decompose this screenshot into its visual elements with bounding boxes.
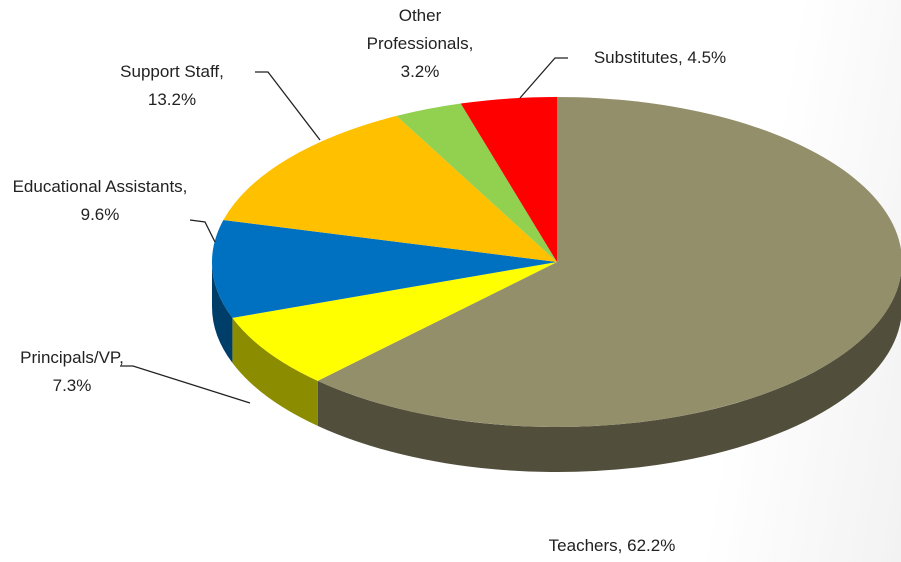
category-label: Support Staff, — [120, 62, 224, 81]
slice — [232, 262, 558, 381]
category-label: Teachers, — [548, 536, 623, 555]
data-label: Teachers, 62.2% — [502, 532, 722, 560]
category-label: Educational Assistants, — [12, 177, 188, 196]
slice-side — [232, 317, 318, 426]
slice — [317, 97, 901, 427]
data-label: Substitutes, 4.5% — [560, 44, 760, 72]
data-label: Educational Assistants, 9.6% — [10, 173, 190, 229]
value-label: 9.6% — [80, 205, 120, 224]
value-label: 4.5% — [687, 48, 727, 67]
leader-line — [120, 365, 251, 404]
category-label: Other Professionals, — [366, 6, 474, 53]
value-label: 3.2% — [400, 62, 440, 81]
leader-line — [519, 57, 568, 99]
category-label: Principals/VP, — [20, 348, 124, 367]
value-label: 62.2% — [627, 536, 676, 555]
slice-side — [212, 262, 233, 363]
slice — [396, 103, 557, 262]
value-label: 7.3% — [52, 376, 92, 395]
slice — [212, 219, 557, 318]
value-label: 13.2% — [147, 90, 197, 109]
category-label: Substitutes, — [593, 48, 683, 67]
slice — [460, 97, 557, 262]
data-label: Other Professionals, 3.2% — [363, 2, 478, 86]
leader-line — [255, 71, 321, 141]
data-label: Principals/VP, 7.3% — [2, 344, 142, 400]
leader-line — [189, 219, 216, 243]
data-label: Support Staff, 13.2% — [102, 58, 242, 114]
slice-side — [317, 274, 901, 472]
slice — [223, 115, 557, 263]
